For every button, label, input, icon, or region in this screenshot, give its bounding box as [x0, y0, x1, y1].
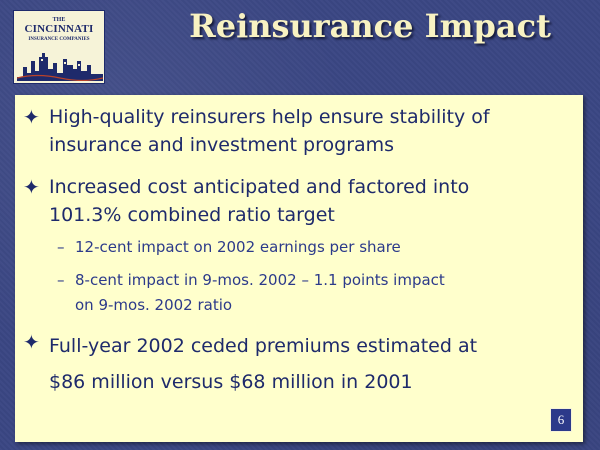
- city-skyline-icon: [17, 53, 103, 81]
- bullet-line: Full-year 2002 ceded premiums estimated …: [49, 335, 478, 357]
- bullet-line: Increased cost anticipated and factored …: [49, 176, 470, 198]
- cincinnati-insurance-logo: THE CINCINNATI INSURANCE COMPANIES: [13, 10, 105, 84]
- sub-bullet-nine-months: – 8-cent impact in 9-mos. 2002 – 1.1 poi…: [57, 268, 557, 318]
- content-panel: ✦ High-quality reinsurers help ensure st…: [15, 95, 583, 442]
- page-number: 6: [550, 408, 572, 432]
- bullet-star-icon: ✦: [23, 330, 40, 354]
- bullet-increased-cost: ✦ Increased cost anticipated and factore…: [23, 173, 563, 229]
- logo-sub-text: INSURANCE COMPANIES: [28, 37, 90, 42]
- sub-bullet-line: 8-cent impact in 9-mos. 2002 – 1.1 point…: [75, 271, 445, 289]
- sub-bullet-line: on 9-mos. 2002 ratio: [75, 296, 233, 314]
- bullet-line: insurance and investment programs: [49, 134, 395, 156]
- bullet-star-icon: ✦: [23, 175, 40, 199]
- bullet-line: $86 million versus $68 million in 2001: [49, 371, 413, 393]
- sub-bullet-line: 12-cent impact on 2002 earnings per shar…: [75, 238, 401, 256]
- sub-bullet-dash-icon: –: [57, 238, 65, 256]
- bullet-ceded-premiums: ✦ Full-year 2002 ceded premiums estimate…: [23, 328, 563, 400]
- bullet-reinsurers: ✦ High-quality reinsurers help ensure st…: [23, 103, 563, 159]
- sub-bullet-earnings: – 12-cent impact on 2002 earnings per sh…: [57, 235, 557, 260]
- sub-bullet-dash-icon: –: [57, 271, 65, 289]
- bullet-line: High-quality reinsurers help ensure stab…: [49, 106, 490, 128]
- logo-main-text: CINCINNATI: [24, 23, 94, 35]
- bullet-line: 101.3% combined ratio target: [49, 204, 335, 226]
- logo-small-text: THE: [52, 17, 66, 23]
- slide-title: Reinsurance Impact: [189, 7, 551, 45]
- bullet-star-icon: ✦: [23, 105, 40, 129]
